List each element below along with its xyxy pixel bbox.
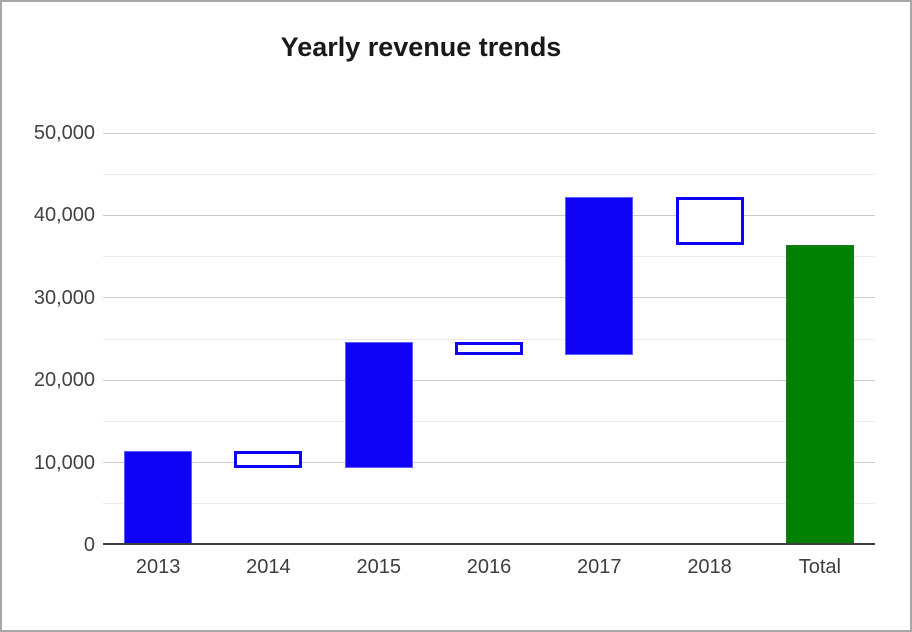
bar-total[interactable] — [785, 245, 854, 545]
minor-gridline — [103, 173, 875, 175]
major-gridline — [103, 462, 875, 464]
minor-gridline — [103, 420, 875, 422]
x-tick-label: 2014 — [246, 556, 291, 578]
y-tick-label: 50,000 — [33, 122, 95, 144]
x-tick-label: Total — [798, 556, 841, 578]
bar-2016[interactable] — [455, 342, 523, 356]
chart-title: Yearly revenue trends — [280, 32, 562, 62]
x-tick-label: 2015 — [356, 556, 401, 578]
x-axis-baseline — [103, 543, 875, 545]
minor-gridline — [103, 256, 875, 258]
bar-2017[interactable] — [565, 197, 634, 356]
y-tick-label: 0 — [83, 534, 95, 556]
y-tick-label: 10,000 — [33, 451, 95, 474]
x-tick-label: 2016 — [466, 556, 512, 578]
plot-area — [103, 132, 875, 545]
bar-2013[interactable] — [124, 451, 193, 545]
bar-2018[interactable] — [675, 197, 744, 246]
y-tick-label: 20,000 — [33, 369, 95, 392]
y-tick-label: 40,000 — [33, 204, 95, 227]
bar-2015[interactable] — [344, 342, 413, 468]
minor-gridline — [103, 338, 875, 340]
major-gridline — [103, 132, 875, 134]
major-gridline — [103, 214, 875, 216]
major-gridline — [103, 297, 875, 299]
bar-2014[interactable] — [234, 451, 303, 468]
major-gridline — [103, 379, 875, 381]
x-tick-label: 2013 — [135, 556, 181, 578]
x-tick-label: 2017 — [577, 556, 622, 578]
minor-gridline — [103, 503, 875, 505]
y-tick-label: 30,000 — [33, 286, 95, 309]
x-tick-label: 2018 — [687, 556, 732, 578]
